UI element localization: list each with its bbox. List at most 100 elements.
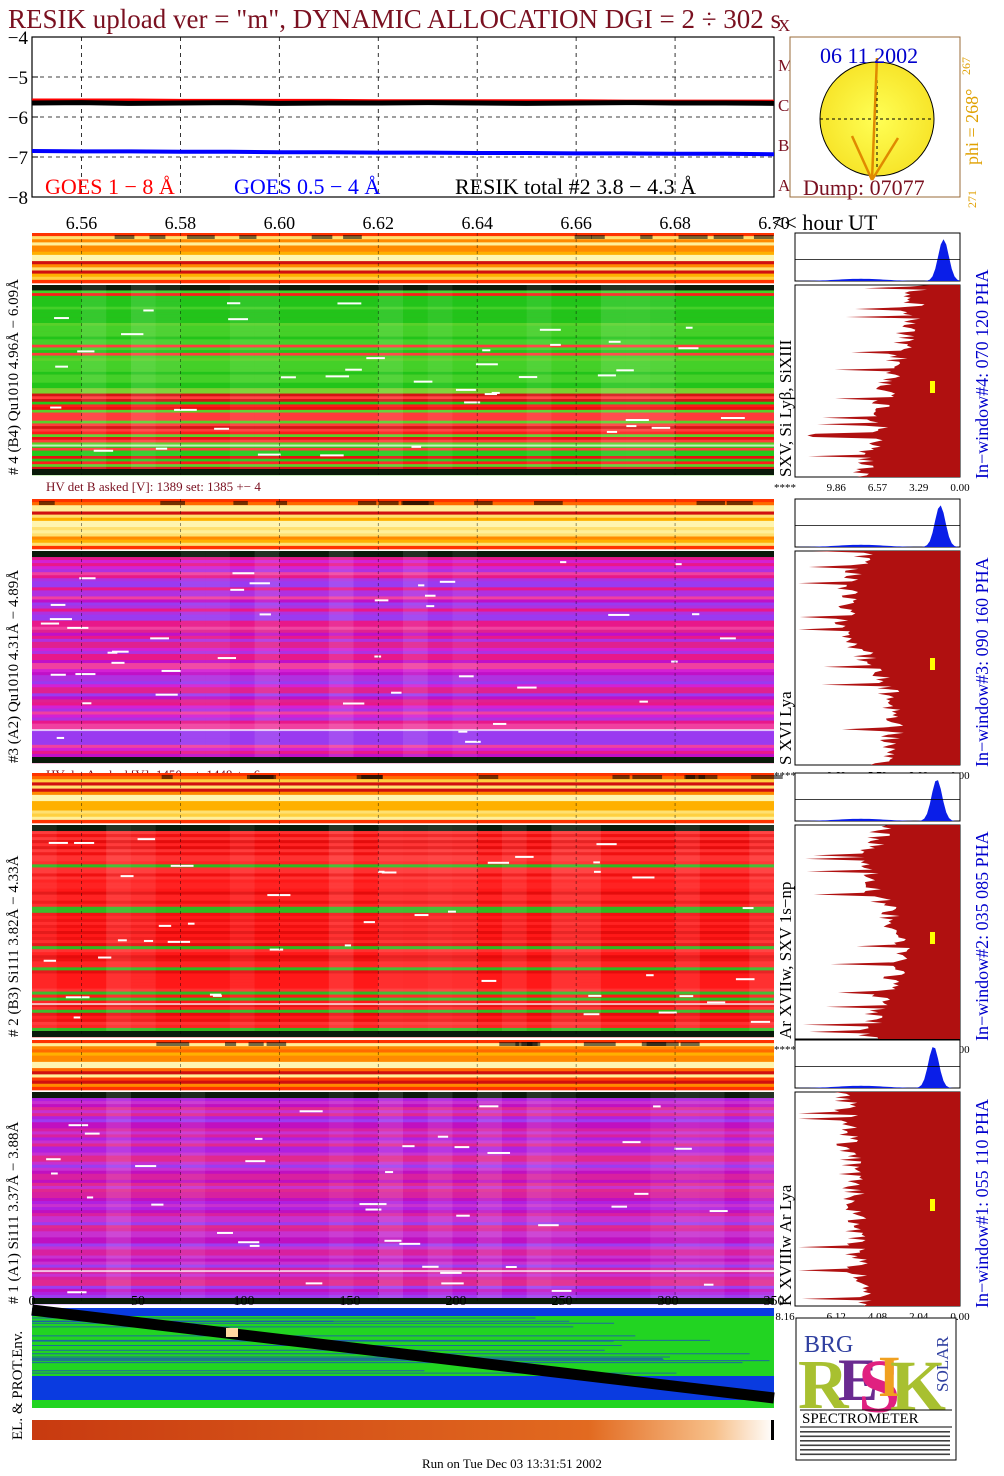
spectrum-column-tint [180, 1092, 206, 1304]
spectrum-white-fleck [422, 1265, 439, 1268]
spectrum-emission-line [32, 444, 774, 447]
top-band-dark-fleck [378, 501, 399, 505]
spectrum-row [32, 363, 774, 367]
spectrum-row [32, 605, 774, 609]
top-band-row [32, 527, 774, 531]
top-band-dark-fleck [526, 1042, 538, 1046]
spectrum-row [32, 1213, 774, 1217]
spectrum-row [32, 393, 774, 397]
spectrum-row [32, 458, 774, 462]
top-band-row [32, 1055, 774, 1060]
spectrum-row [32, 325, 774, 329]
spectrum-row [32, 1246, 774, 1250]
spectrum-white-fleck [365, 1208, 382, 1211]
logo-fine-print-line [800, 1444, 950, 1447]
top-band-dark-fleck [680, 1042, 700, 1046]
spectrum-row [32, 312, 774, 316]
spectrum-white-fleck [479, 1105, 499, 1108]
spectrum-row [32, 399, 774, 403]
time-tick-label: 6.66 [560, 213, 592, 233]
top-band-dark-fleck [401, 501, 435, 505]
top-band-row [32, 245, 774, 249]
logo-fine-print-line [800, 1435, 950, 1438]
top-band-row [32, 524, 774, 528]
top-band-dark-fleck [474, 501, 493, 505]
spectrum-row [32, 949, 774, 953]
goes-grid [32, 37, 774, 197]
goes-lightcurve-panel: −4 −5 −6 −7 −8 A B C M X GOES 1 − 8 Å GOES 0.5 −… [8, 16, 793, 209]
spectrum-row [32, 717, 774, 721]
spectrum-row [32, 563, 774, 567]
top-band-row [32, 276, 774, 281]
sun-position-panel: 06 11 2002 Dump: 07077 phi = 268° 267 27… [789, 36, 982, 208]
spectrum-white-fleck [413, 380, 433, 383]
top-band-dark-fleck [233, 501, 248, 505]
spectrum-white-fleck [48, 841, 68, 844]
env-x-tick-label: 350 [764, 1294, 785, 1309]
spectrum-column-tint [625, 285, 651, 475]
spectrum-column-tint [427, 285, 453, 475]
spectrum-white-fleck [596, 843, 617, 846]
spectrum-row [32, 997, 774, 1001]
spectrum-row [32, 587, 774, 591]
spectrum-row [32, 732, 774, 737]
spectrum-white-fleck [381, 871, 397, 874]
spectrum-white-fleck [209, 993, 222, 996]
top-band-row [32, 773, 774, 777]
window-marker [930, 1199, 935, 1211]
window-label: In−window#3: 090 160 PHA [972, 557, 992, 767]
spectrum-row [32, 309, 774, 313]
spectrum-white-fleck [709, 1210, 728, 1213]
spectrum-white-fleck [481, 979, 497, 982]
spectrum-column-tint [328, 825, 354, 1037]
top-band-dark-fleck [358, 501, 377, 505]
spectrum-white-fleck [98, 956, 112, 959]
spectrum-white-fleck [458, 675, 474, 678]
pha-histogram [795, 1047, 960, 1088]
top-band-row [32, 242, 774, 246]
logo-fine-print-line [800, 1449, 950, 1451]
spectrum-white-fleck [475, 363, 498, 366]
time-axis: 6.56 6.58 6.60 6.62 6.64 6.66 6.68 6.70 [66, 213, 790, 233]
spectrum-row [32, 891, 774, 895]
spectrum-row [32, 369, 774, 373]
spectrum-column-tint [551, 825, 577, 1037]
spectrum-row [32, 690, 774, 694]
spectrum-white-fleck [616, 369, 634, 372]
spectrum-white-fleck [74, 841, 95, 844]
spectrum-white-fleck [551, 1289, 572, 1292]
spectrum-row [32, 385, 774, 389]
detector-label: # 1 (A1) Si111 3.37Å − 3.88Å [6, 1121, 22, 1304]
detector-label: # 4 (B4) Qu1010 4.96Å − 6.09Å [6, 279, 22, 475]
spectrum-column-tint [155, 285, 181, 475]
histogram-tick-label: 8.16 [775, 1311, 795, 1323]
spectrum-row [32, 1282, 774, 1287]
spectrum-row [32, 415, 774, 419]
spectrum-row [32, 849, 774, 853]
top-band-dark-fleck [249, 775, 276, 779]
spectrum-row [32, 1198, 774, 1202]
spectrum-row [32, 423, 774, 427]
spectrum-column-tint [254, 285, 280, 475]
top-band-row [32, 1043, 774, 1047]
spectrum-white-fleck [280, 376, 296, 379]
spectrum-white-fleck [82, 702, 92, 705]
top-band-dark-fleck [646, 1042, 679, 1046]
histogram-tick-label: 9.86 [827, 482, 847, 494]
spectrum-white-fleck [750, 1020, 771, 1023]
spectrum-column-tint [526, 285, 552, 475]
spectrum-row [32, 1009, 774, 1014]
spectrum-row [32, 401, 774, 405]
spectrum-white-fleck [249, 582, 270, 585]
spectrum-row [32, 675, 774, 679]
spectrum-row [32, 428, 774, 432]
spectrum-column-tint [501, 825, 527, 1037]
spectrum-row [32, 906, 774, 911]
spectrum-row [32, 708, 774, 712]
top-band-row [32, 1065, 774, 1069]
top-band-dark-fleck [161, 775, 173, 779]
spectrum-row [32, 985, 774, 989]
resik-logo: R E S I K BRG SOLAR SPECTROMETER [795, 1317, 957, 1461]
spectrum-white-fleck [440, 1271, 462, 1274]
spectrum-row [32, 1137, 774, 1141]
